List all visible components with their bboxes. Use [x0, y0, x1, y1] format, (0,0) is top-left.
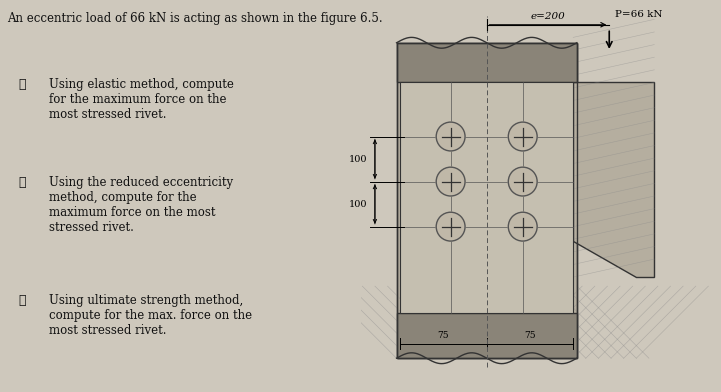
Circle shape: [508, 167, 537, 196]
Polygon shape: [573, 82, 655, 277]
Circle shape: [508, 212, 537, 241]
Polygon shape: [400, 82, 573, 313]
Text: 75: 75: [524, 331, 536, 340]
Text: 100: 100: [349, 154, 368, 163]
Circle shape: [436, 122, 465, 151]
Circle shape: [508, 122, 537, 151]
Text: Using ultimate strength method,
compute for the max. force on the
most stressed : Using ultimate strength method, compute …: [49, 294, 252, 337]
Text: 100: 100: [349, 200, 368, 209]
Circle shape: [436, 167, 465, 196]
Text: Using elastic method, compute
for the maximum force on the
most stressed rivet.: Using elastic method, compute for the ma…: [49, 78, 234, 122]
Text: e=200: e=200: [531, 12, 565, 21]
Text: ②: ②: [19, 176, 26, 189]
Text: Using the reduced eccentricity
method, compute for the
maximum force on the most: Using the reduced eccentricity method, c…: [49, 176, 233, 234]
Circle shape: [436, 212, 465, 241]
Text: ③: ③: [19, 294, 26, 307]
Polygon shape: [397, 43, 577, 82]
Text: ①: ①: [19, 78, 26, 91]
Polygon shape: [397, 313, 577, 358]
Text: 75: 75: [438, 331, 449, 340]
Polygon shape: [397, 43, 577, 358]
Text: P=66 kN: P=66 kN: [614, 10, 662, 19]
Text: An eccentric load of 66 kN is acting as shown in the figure 6.5.: An eccentric load of 66 kN is acting as …: [7, 12, 383, 25]
